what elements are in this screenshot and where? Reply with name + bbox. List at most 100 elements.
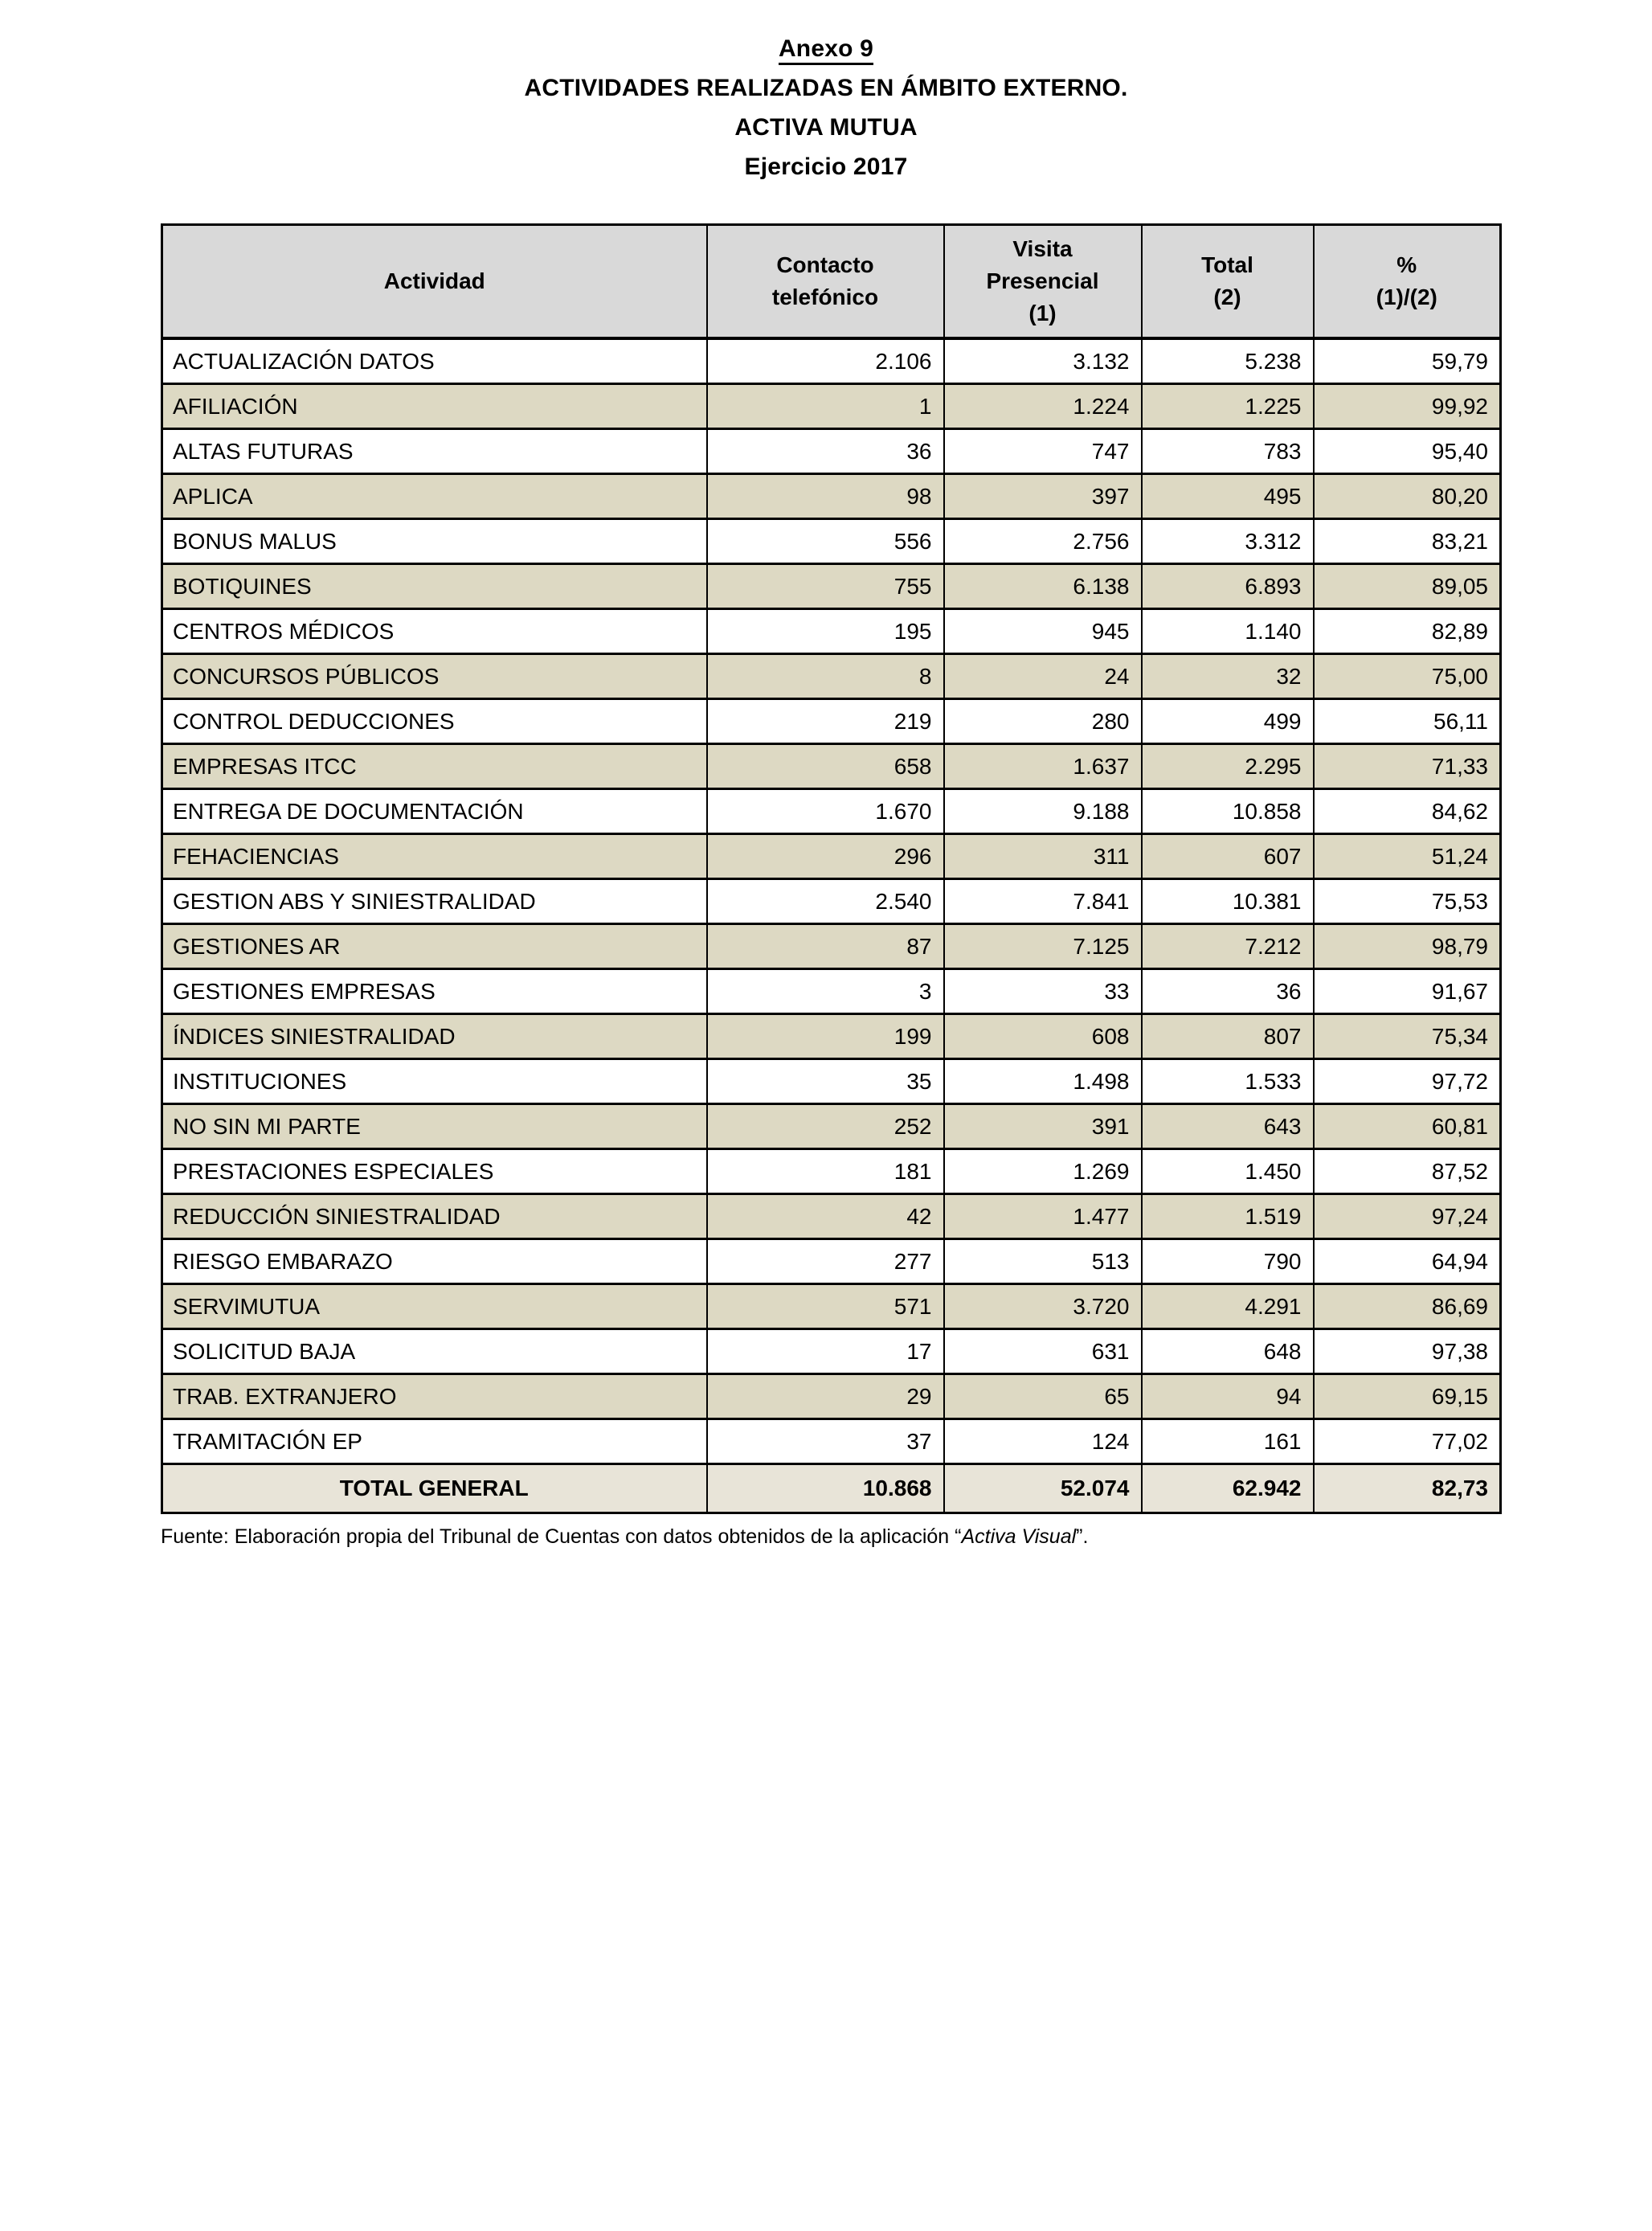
activity-cell: CONTROL DEDUCCIONES [161, 698, 708, 745]
visita-cell: 280 [943, 698, 1143, 745]
visita-cell: 9.188 [943, 788, 1143, 835]
pct-cell: 51,24 [1312, 833, 1502, 880]
contacto-cell: 755 [705, 563, 945, 610]
pct-cell: 97,24 [1312, 1193, 1502, 1240]
pct-cell: 59,79 [1312, 337, 1502, 385]
contacto-cell: 1 [705, 383, 945, 430]
activity-cell: BONUS MALUS [161, 518, 708, 565]
visita-cell: 24 [943, 653, 1143, 700]
table-row: AFILIACIÓN 1 1.224 1.225 99,92 [161, 383, 1502, 430]
annex-title-text: Anexo 9 [778, 35, 874, 65]
visita-cell: 2.756 [943, 518, 1143, 565]
contacto-cell: 658 [705, 743, 945, 790]
visita-cell: 1.224 [943, 383, 1143, 430]
activities-table: Actividad Contacto telefónico Visita Pre… [161, 223, 1502, 1514]
pct-cell: 69,15 [1312, 1373, 1502, 1420]
contacto-cell: 35 [705, 1058, 945, 1105]
contacto-cell: 252 [705, 1103, 945, 1150]
header-contacto-telefonico: Contacto telefónico [705, 223, 945, 340]
table-row: ALTAS FUTURAS 36 747 783 95,40 [161, 428, 1502, 475]
visita-cell: 7.125 [943, 923, 1143, 970]
header-visita-presencial: Visita Presencial (1) [943, 223, 1143, 340]
activity-cell: CENTROS MÉDICOS [161, 608, 708, 655]
table-row: BOTIQUINES 755 6.138 6.893 89,05 [161, 563, 1502, 610]
footnote-text: Fuente: Elaboración propia del Tribunal … [161, 1525, 962, 1548]
contacto-cell: 195 [705, 608, 945, 655]
pct-cell: 75,34 [1312, 1013, 1502, 1060]
activity-cell: PRESTACIONES ESPECIALES [161, 1148, 708, 1195]
activity-cell: FEHACIENCIAS [161, 833, 708, 880]
pct-cell: 56,11 [1312, 698, 1502, 745]
table-row: SOLICITUD BAJA 17 631 648 97,38 [161, 1328, 1502, 1375]
pct-cell: 84,62 [1312, 788, 1502, 835]
contacto-cell: 277 [705, 1238, 945, 1285]
total-cell: 643 [1140, 1103, 1315, 1150]
total-total-cell: 62.942 [1140, 1463, 1315, 1514]
contacto-cell: 98 [705, 473, 945, 520]
activity-cell: GESTIONES AR [161, 923, 708, 970]
contacto-cell: 219 [705, 698, 945, 745]
contacto-cell: 42 [705, 1193, 945, 1240]
pct-cell: 80,20 [1312, 473, 1502, 520]
pct-cell: 77,02 [1312, 1418, 1502, 1465]
visita-cell: 3.132 [943, 337, 1143, 385]
contacto-cell: 37 [705, 1418, 945, 1465]
total-cell: 1.140 [1140, 608, 1315, 655]
activity-cell: BOTIQUINES [161, 563, 708, 610]
total-cell: 783 [1140, 428, 1315, 475]
contacto-cell: 556 [705, 518, 945, 565]
table-row: CENTROS MÉDICOS 195 945 1.140 82,89 [161, 608, 1502, 655]
table-row: GESTIONES AR 87 7.125 7.212 98,79 [161, 923, 1502, 970]
visita-cell: 6.138 [943, 563, 1143, 610]
contacto-cell: 296 [705, 833, 945, 880]
table-row: NO SIN MI PARTE 252 391 643 60,81 [161, 1103, 1502, 1150]
activity-cell: SOLICITUD BAJA [161, 1328, 708, 1375]
visita-cell: 1.269 [943, 1148, 1143, 1195]
table-header: Actividad Contacto telefónico Visita Pre… [161, 223, 1502, 340]
fiscal-year-title: Ejercicio 2017 [744, 154, 908, 180]
activity-cell: ÍNDICES SINIESTRALIDAD [161, 1013, 708, 1060]
total-cell: 607 [1140, 833, 1315, 880]
pct-cell: 99,92 [1312, 383, 1502, 430]
table-row: REDUCCIÓN SINIESTRALIDAD 42 1.477 1.519 … [161, 1193, 1502, 1240]
total-cell: 32 [1140, 653, 1315, 700]
table-row: INSTITUCIONES 35 1.498 1.533 97,72 [161, 1058, 1502, 1105]
table-row: ÍNDICES SINIESTRALIDAD 199 608 807 75,34 [161, 1013, 1502, 1060]
total-cell: 790 [1140, 1238, 1315, 1285]
pct-cell: 97,38 [1312, 1328, 1502, 1375]
visita-cell: 3.720 [943, 1283, 1143, 1330]
total-cell: 3.312 [1140, 518, 1315, 565]
table-row: CONCURSOS PÚBLICOS 8 24 32 75,00 [161, 653, 1502, 700]
pct-cell: 64,94 [1312, 1238, 1502, 1285]
table-row: ACTUALIZACIÓN DATOS 2.106 3.132 5.238 59… [161, 337, 1502, 385]
contacto-cell: 1.670 [705, 788, 945, 835]
document-title: ACTIVIDADES REALIZADAS EN ÁMBITO EXTERNO… [524, 75, 1128, 101]
total-cell: 807 [1140, 1013, 1315, 1060]
activity-cell: APLICA [161, 473, 708, 520]
table-row: SERVIMUTUA 571 3.720 4.291 86,69 [161, 1283, 1502, 1330]
footnote-suffix: ”. [1076, 1525, 1089, 1548]
activity-cell: INSTITUCIONES [161, 1058, 708, 1105]
table-row: GESTION ABS Y SINIESTRALIDAD 2.540 7.841… [161, 878, 1502, 925]
table-row: PRESTACIONES ESPECIALES 181 1.269 1.450 … [161, 1148, 1502, 1195]
pct-cell: 91,67 [1312, 968, 1502, 1015]
total-cell: 1.450 [1140, 1148, 1315, 1195]
header-porcentaje: % (1)/(2) [1312, 223, 1502, 340]
total-cell: 7.212 [1140, 923, 1315, 970]
total-pct-cell: 82,73 [1312, 1463, 1502, 1514]
total-cell: 2.295 [1140, 743, 1315, 790]
total-cell: 499 [1140, 698, 1315, 745]
contacto-cell: 17 [705, 1328, 945, 1375]
contacto-cell: 199 [705, 1013, 945, 1060]
table-row: CONTROL DEDUCCIONES 219 280 499 56,11 [161, 698, 1502, 745]
activity-cell: TRAMITACIÓN EP [161, 1418, 708, 1465]
table-row: EMPRESAS ITCC 658 1.637 2.295 71,33 [161, 743, 1502, 790]
contacto-cell: 571 [705, 1283, 945, 1330]
contacto-cell: 3 [705, 968, 945, 1015]
activity-cell: CONCURSOS PÚBLICOS [161, 653, 708, 700]
total-cell: 5.238 [1140, 337, 1315, 385]
total-cell: 10.381 [1140, 878, 1315, 925]
total-cell: 10.858 [1140, 788, 1315, 835]
total-cell: 1.225 [1140, 383, 1315, 430]
